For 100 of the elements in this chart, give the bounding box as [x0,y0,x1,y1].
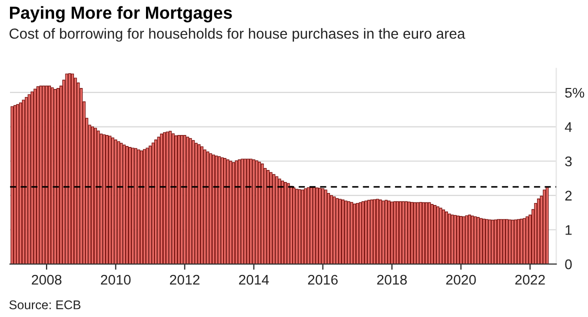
bar [526,216,529,264]
bar [373,199,376,264]
bar [301,190,304,264]
bar [476,217,480,264]
bar [350,202,354,264]
bar [419,202,422,264]
bar [491,220,494,264]
bar [321,188,324,264]
x-tick-label: 2020 [446,274,476,285]
bar [408,202,411,264]
bar [306,187,310,264]
bar [370,200,374,264]
bar [480,218,483,264]
bar [520,218,523,264]
bar [439,208,442,264]
bar [448,214,451,264]
bar [410,202,414,264]
bar [278,178,282,264]
y-tick-label: 2 [565,190,572,200]
source-note: Source: ECB [9,300,80,310]
bar [376,198,379,264]
bar [494,219,498,264]
bar [388,200,390,264]
x-tick-label: 2010 [100,274,131,285]
bar [166,132,169,264]
bar [454,214,457,264]
bar [65,74,68,264]
bar [160,134,164,264]
bar [183,135,186,264]
bar [16,104,20,264]
bar [312,187,316,264]
bar [264,168,267,264]
bar [341,200,344,264]
bar [162,132,166,264]
bar [304,188,307,264]
y-tick-label: 1 [566,225,572,235]
bar [200,146,204,264]
bar [117,141,120,264]
bar [258,162,261,264]
bar [316,188,319,264]
chart-title: Paying More for Mortgages [10,6,232,22]
bar [140,150,143,264]
bar [22,100,25,264]
bar [152,142,155,264]
bar [194,142,198,264]
bar [281,180,284,264]
bar [396,201,399,264]
bar [223,158,226,264]
bar [10,106,14,264]
x-tick-label: 2008 [32,274,62,285]
x-tick-label: 2018 [377,274,407,285]
x-tick-label: 2016 [308,274,338,285]
y-tick-label: 0 [565,259,572,270]
bar [232,162,236,264]
bar [74,78,77,264]
bar [91,126,94,264]
bar [30,91,34,264]
bar [246,158,250,264]
bar [174,135,178,264]
bar [284,182,287,264]
bar [131,148,134,264]
x-tick-label: 2022 [515,274,545,285]
y-tick-label: 3 [565,156,572,166]
bar [218,156,221,264]
bar [94,128,97,264]
bar [338,198,342,264]
bar [398,201,402,264]
x-tick-label: 2012 [170,274,200,285]
bar [318,188,322,264]
bar [468,214,472,264]
bar [390,202,394,264]
bar [106,135,108,264]
bar [128,147,132,264]
bar [19,102,22,264]
x-tick-label: 2014 [239,274,269,285]
bar [344,200,348,264]
bar [384,200,388,264]
bar [177,135,180,264]
bar [126,146,129,264]
bar [234,160,238,264]
bar [198,144,201,264]
bar [514,219,518,264]
bar [34,88,37,264]
bar [114,139,118,264]
bar [42,86,46,264]
bar [456,216,460,264]
bar [36,86,40,264]
bar [269,172,272,264]
bar [511,220,514,264]
bar [482,218,486,264]
bar [485,219,488,264]
bar [286,183,290,264]
bar [252,159,256,264]
bar [28,94,31,264]
bar [102,134,106,264]
bar [56,88,60,264]
bar [298,189,302,264]
bar [209,153,212,264]
bar [505,219,508,264]
bar [362,201,364,264]
